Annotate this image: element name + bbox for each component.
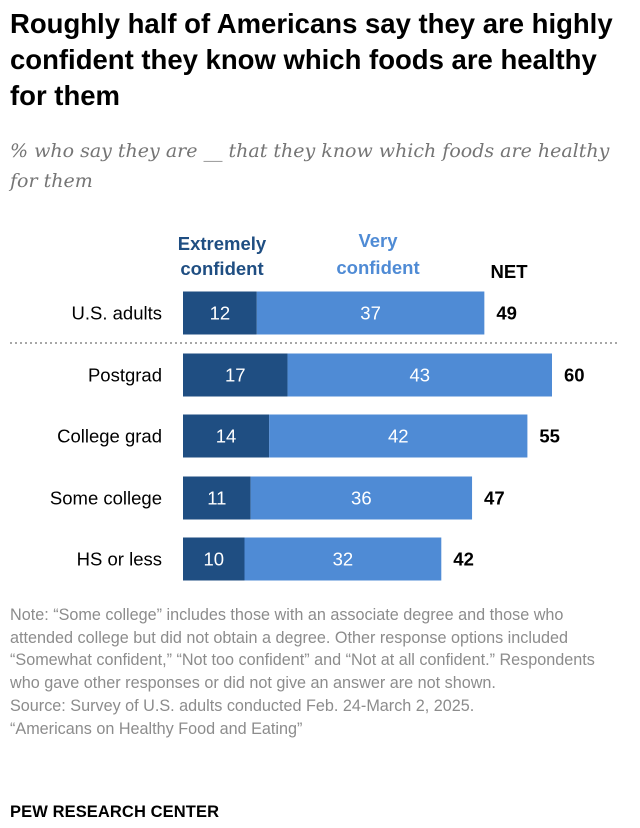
legend-extremely-line1: Extremely <box>178 233 267 254</box>
category-label-postgrad: Postgrad <box>88 365 162 386</box>
legend-extremely-line2: confident <box>180 258 263 279</box>
value-label-extremely-hs-or-less: 10 <box>203 549 224 570</box>
chart-title: Roughly half of Americans say they are h… <box>10 8 613 111</box>
net-value-u-s-adults: 49 <box>496 303 517 324</box>
value-label-extremely-u-s-adults: 12 <box>210 303 231 324</box>
category-label-hs-or-less: HS or less <box>77 549 162 570</box>
bar-very-college-grad <box>269 414 528 458</box>
bar-very-some-college <box>250 476 473 520</box>
value-label-very-hs-or-less: 32 <box>333 549 354 570</box>
value-label-very-college-grad: 42 <box>388 426 409 447</box>
value-label-very-some-college: 36 <box>351 488 372 509</box>
legend-very-line1: Very <box>358 230 398 251</box>
net-value-college-grad: 55 <box>539 426 560 447</box>
bar-very-u-s-adults <box>256 291 485 335</box>
notes-block: Note: “Some college” includes those with… <box>10 604 625 740</box>
bar-extremely-postgrad <box>183 353 288 397</box>
category-label-some-college: Some college <box>50 488 162 509</box>
legend-very-line2: confident <box>336 257 419 278</box>
value-label-very-u-s-adults: 37 <box>360 303 381 324</box>
bar-extremely-hs-or-less <box>183 537 245 581</box>
net-value-hs-or-less: 42 <box>453 549 474 570</box>
stacked-bar-chart: Extremely confident Very confident NET U… <box>10 230 618 581</box>
net-value-postgrad: 60 <box>564 365 585 386</box>
note-text: Note: “Some college” includes those with… <box>10 606 595 693</box>
bar-very-postgrad <box>287 353 552 397</box>
source-text: Source: Survey of U.S. adults conducted … <box>10 696 475 715</box>
bar-extremely-some-college <box>183 476 251 520</box>
category-label-college-grad: College grad <box>57 426 162 447</box>
chart-subtitle: % who say they are __ that they know whi… <box>10 140 610 192</box>
bar-rows: U.S. adults 12 37 49 Postgrad 17 43 60 College g… <box>10 291 618 581</box>
value-label-extremely-college-grad: 14 <box>216 426 237 447</box>
value-label-very-postgrad: 43 <box>409 365 430 386</box>
net-header: NET <box>491 261 529 282</box>
bar-extremely-college-grad <box>183 414 270 458</box>
brand-logo-text: PEW RESEARCH CENTER <box>10 803 220 821</box>
net-value-some-college: 47 <box>484 488 505 509</box>
value-label-extremely-some-college: 11 <box>207 488 226 509</box>
value-label-extremely-postgrad: 17 <box>225 365 246 386</box>
report-text: “Americans on Healthy Food and Eating” <box>10 719 303 738</box>
bar-very-hs-or-less <box>244 537 442 581</box>
category-label-u-s-adults: U.S. adults <box>72 303 163 324</box>
bar-extremely-u-s-adults <box>183 291 257 335</box>
